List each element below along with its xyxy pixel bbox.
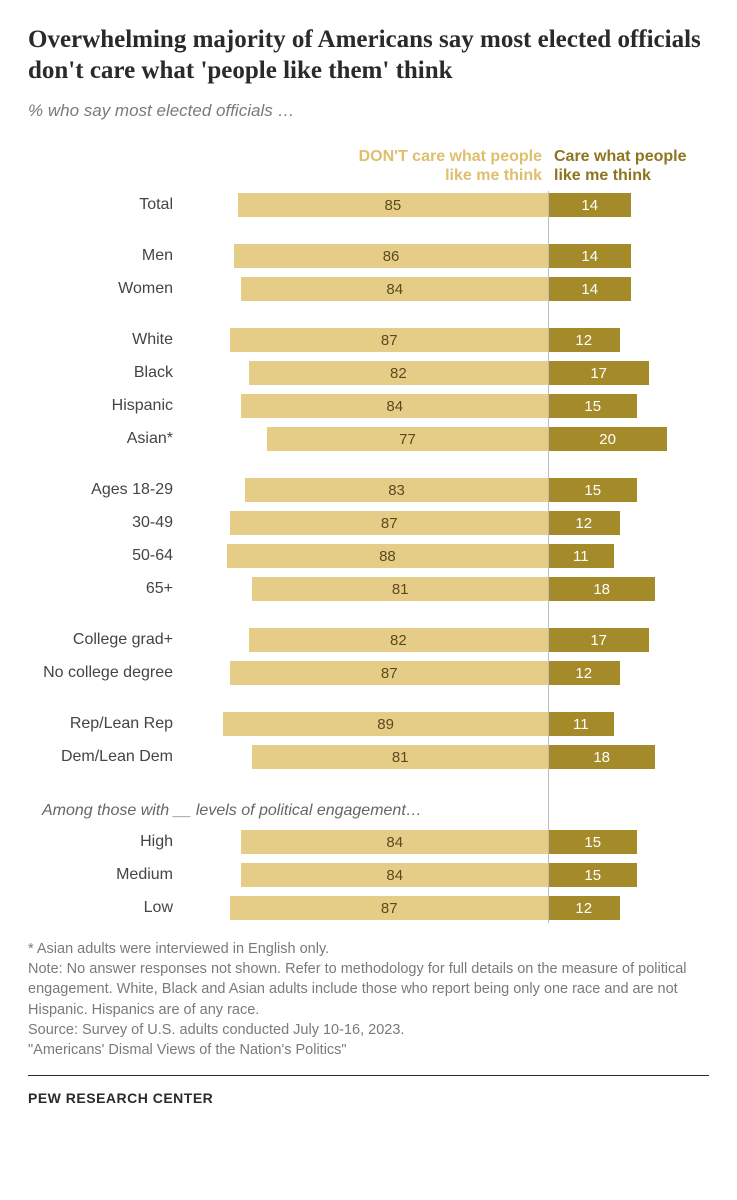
- bar-row: No college degree 8712: [28, 659, 709, 688]
- row-label: White: [28, 331, 183, 349]
- footnote-line: * Asian adults were interviewed in Engli…: [28, 939, 709, 959]
- row-label: Asian*: [28, 430, 183, 448]
- bar-row: Dem/Lean Dem 8118: [28, 743, 709, 772]
- row-label: Men: [28, 247, 183, 265]
- bar-left: 81: [252, 577, 548, 601]
- bar-right: 14: [548, 277, 631, 301]
- bar-left: 88: [227, 544, 548, 568]
- bar-left: 87: [230, 896, 548, 920]
- row-label: Ages 18-29: [28, 481, 183, 499]
- bar-row: Men 8614: [28, 242, 709, 271]
- legend-row: DON'T care what peoplelike me think Care…: [28, 147, 709, 185]
- bar-left: 87: [230, 328, 548, 352]
- footnote-line: Note: No answer responses not shown. Ref…: [28, 959, 709, 1020]
- legend-left: DON'T care what peoplelike me think: [28, 147, 548, 185]
- row-label: 50-64: [28, 547, 183, 565]
- bar-right: 12: [548, 896, 620, 920]
- org-name: PEW RESEARCH CENTER: [28, 1090, 709, 1106]
- bar-row: High 8415: [28, 828, 709, 857]
- axis-line: [548, 191, 549, 923]
- chart-container: DON'T care what peoplelike me think Care…: [28, 147, 709, 923]
- row-label: Total: [28, 196, 183, 214]
- bar-row: Ages 18-29 8315: [28, 476, 709, 505]
- bar-right: 18: [548, 577, 655, 601]
- row-label: Low: [28, 899, 183, 917]
- bar-left: 84: [241, 830, 548, 854]
- footnote-line: "Americans' Dismal Views of the Nation's…: [28, 1040, 709, 1060]
- bar-left: 86: [234, 244, 548, 268]
- bar-right: 11: [548, 712, 614, 736]
- row-label: Medium: [28, 866, 183, 884]
- bar-right: 18: [548, 745, 655, 769]
- chart-title: Overwhelming majority of Americans say m…: [28, 24, 709, 87]
- bar-right: 12: [548, 661, 620, 685]
- bar-right: 14: [548, 244, 631, 268]
- row-label: Black: [28, 364, 183, 382]
- bar-row: Hispanic 8415: [28, 392, 709, 421]
- row-label: Hispanic: [28, 397, 183, 415]
- bar-row: Medium 8415: [28, 861, 709, 890]
- bar-right: 12: [548, 511, 620, 535]
- bar-row: Asian* 7720: [28, 425, 709, 454]
- row-label: College grad+: [28, 631, 183, 649]
- bar-right: 11: [548, 544, 614, 568]
- bar-row: Rep/Lean Rep 8911: [28, 710, 709, 739]
- bar-row: Low 8712: [28, 894, 709, 923]
- row-label: 30-49: [28, 514, 183, 532]
- bar-row: White 8712: [28, 326, 709, 355]
- bar-left: 87: [230, 511, 548, 535]
- bar-row: Total 8514: [28, 191, 709, 220]
- bar-right: 14: [548, 193, 631, 217]
- footnotes: * Asian adults were interviewed in Engli…: [28, 939, 709, 1076]
- bar-row: College grad+ 8217: [28, 626, 709, 655]
- row-label: Dem/Lean Dem: [28, 748, 183, 766]
- bar-row: 30-49 8712: [28, 509, 709, 538]
- bar-right: 15: [548, 478, 637, 502]
- row-label: Women: [28, 280, 183, 298]
- bar-left: 83: [245, 478, 548, 502]
- legend-right: Care what peoplelike me think: [548, 147, 709, 185]
- section-note: Among those with __ levels of political …: [28, 794, 709, 828]
- bar-left: 87: [230, 661, 548, 685]
- bar-left: 82: [249, 628, 548, 652]
- bar-left: 85: [238, 193, 548, 217]
- bar-row: 65+ 8118: [28, 575, 709, 604]
- row-label: Rep/Lean Rep: [28, 715, 183, 733]
- row-label: No college degree: [28, 664, 183, 682]
- footnote-line: Source: Survey of U.S. adults conducted …: [28, 1020, 709, 1040]
- bar-left: 81: [252, 745, 548, 769]
- chart-rows: Total8514Men8614Women8414White8712Black8…: [28, 191, 709, 923]
- bar-row: Black 8217: [28, 359, 709, 388]
- bar-left: 77: [267, 427, 548, 451]
- row-label: 65+: [28, 580, 183, 598]
- bar-right: 15: [548, 863, 637, 887]
- bar-right: 17: [548, 628, 649, 652]
- bar-left: 84: [241, 863, 548, 887]
- bar-left: 82: [249, 361, 548, 385]
- row-label: High: [28, 833, 183, 851]
- bar-right: 17: [548, 361, 649, 385]
- bar-right: 15: [548, 830, 637, 854]
- bar-right: 20: [548, 427, 667, 451]
- bar-right: 12: [548, 328, 620, 352]
- bar-left: 89: [223, 712, 548, 736]
- bar-right: 15: [548, 394, 637, 418]
- bar-row: 50-64 8811: [28, 542, 709, 571]
- bar-left: 84: [241, 394, 548, 418]
- bar-left: 84: [241, 277, 548, 301]
- chart-subtitle: % who say most elected officials …: [28, 101, 709, 121]
- bar-row: Women 8414: [28, 275, 709, 304]
